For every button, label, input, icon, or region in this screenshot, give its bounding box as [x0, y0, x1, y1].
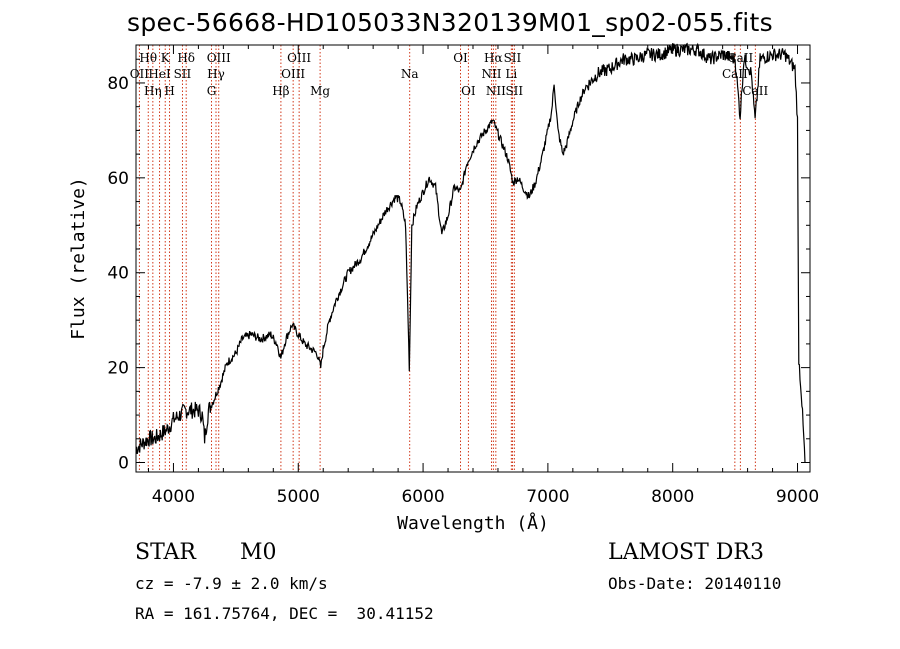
spectral-line-label: CaII — [742, 84, 768, 98]
spectral-line-label: Hη — [144, 84, 162, 98]
spectral-line-label: NII — [486, 84, 506, 98]
ra-dec-coordinates: RA = 161.75764, DEC = 30.41152 — [135, 604, 434, 623]
spectral-line-label: HeI — [148, 67, 171, 81]
redshift-cz: cz = -7.9 ± 2.0 km/s — [135, 574, 328, 593]
spectral-line-label: NII — [481, 67, 501, 81]
spectrum-line — [135, 42, 806, 463]
spectral-line-label: SII — [174, 67, 192, 81]
spectral-line-label: K — [161, 51, 171, 65]
plot-frame — [135, 44, 811, 473]
spectral-line-label: Mg — [310, 84, 330, 98]
survey-name: LAMOST DR3 — [608, 540, 764, 565]
x-tick-label: 4000 — [152, 487, 195, 507]
y-tick-label: 20 — [107, 359, 129, 379]
spectral-line-label: Hα — [484, 51, 503, 65]
y-tick-label: 0 — [118, 454, 129, 474]
spectral-line-label: CaII — [722, 67, 748, 81]
y-tick-label: 40 — [107, 264, 129, 284]
y-axis-ticks: 0 20 40 60 80 — [107, 58, 810, 474]
spectral-line-label: Hγ — [207, 67, 225, 81]
spectral-line-label: Hθ — [139, 51, 157, 65]
spectral-line-label: H — [164, 84, 174, 98]
observation-date: Obs-Date: 20140110 — [608, 574, 782, 593]
spectral-line-label: OI — [461, 84, 476, 98]
spectral-line-label: Na — [401, 67, 419, 81]
spectral-line-label: Hβ — [272, 84, 289, 98]
spectral-line-label: OIII — [281, 67, 305, 81]
x-axis-label: Wavelength (Å) — [397, 512, 549, 534]
object-class: STAR — [135, 540, 196, 565]
spectral-line-labels: OIIHθHηHeIKHSIIHδGHγOIIIHβOIIIOIIIMgNaOI… — [130, 51, 769, 98]
spectral-line-label: OII — [130, 67, 150, 81]
spectral-line-label: G — [207, 84, 217, 98]
y-tick-label: 80 — [107, 74, 129, 94]
spectral-line-label: SII — [504, 51, 522, 65]
spectral-line-label: Li — [505, 67, 517, 81]
spectral-line-label: Hδ — [177, 51, 195, 65]
x-tick-label: 6000 — [401, 487, 444, 507]
chart-title: spec-56668-HD105033N320139M01_sp02-055.f… — [127, 8, 773, 37]
spectral-line-label: OI — [453, 51, 468, 65]
x-tick-label: 8000 — [651, 487, 694, 507]
x-tick-label: 9000 — [776, 487, 819, 507]
object-subclass: M0 — [240, 540, 277, 565]
y-axis-label: Flux (relative) — [68, 177, 89, 340]
spectral-line-markers — [138, 45, 756, 472]
y-tick-label: 60 — [107, 169, 129, 189]
spectral-line-label: SII — [505, 84, 523, 98]
x-axis-ticks: 4000 5000 6000 7000 8000 9000 — [147, 45, 819, 507]
x-tick-label: 7000 — [526, 487, 569, 507]
x-tick-label: 5000 — [277, 487, 320, 507]
spectral-line-label: OIII — [287, 51, 311, 65]
spectral-line-label: OIII — [207, 51, 231, 65]
